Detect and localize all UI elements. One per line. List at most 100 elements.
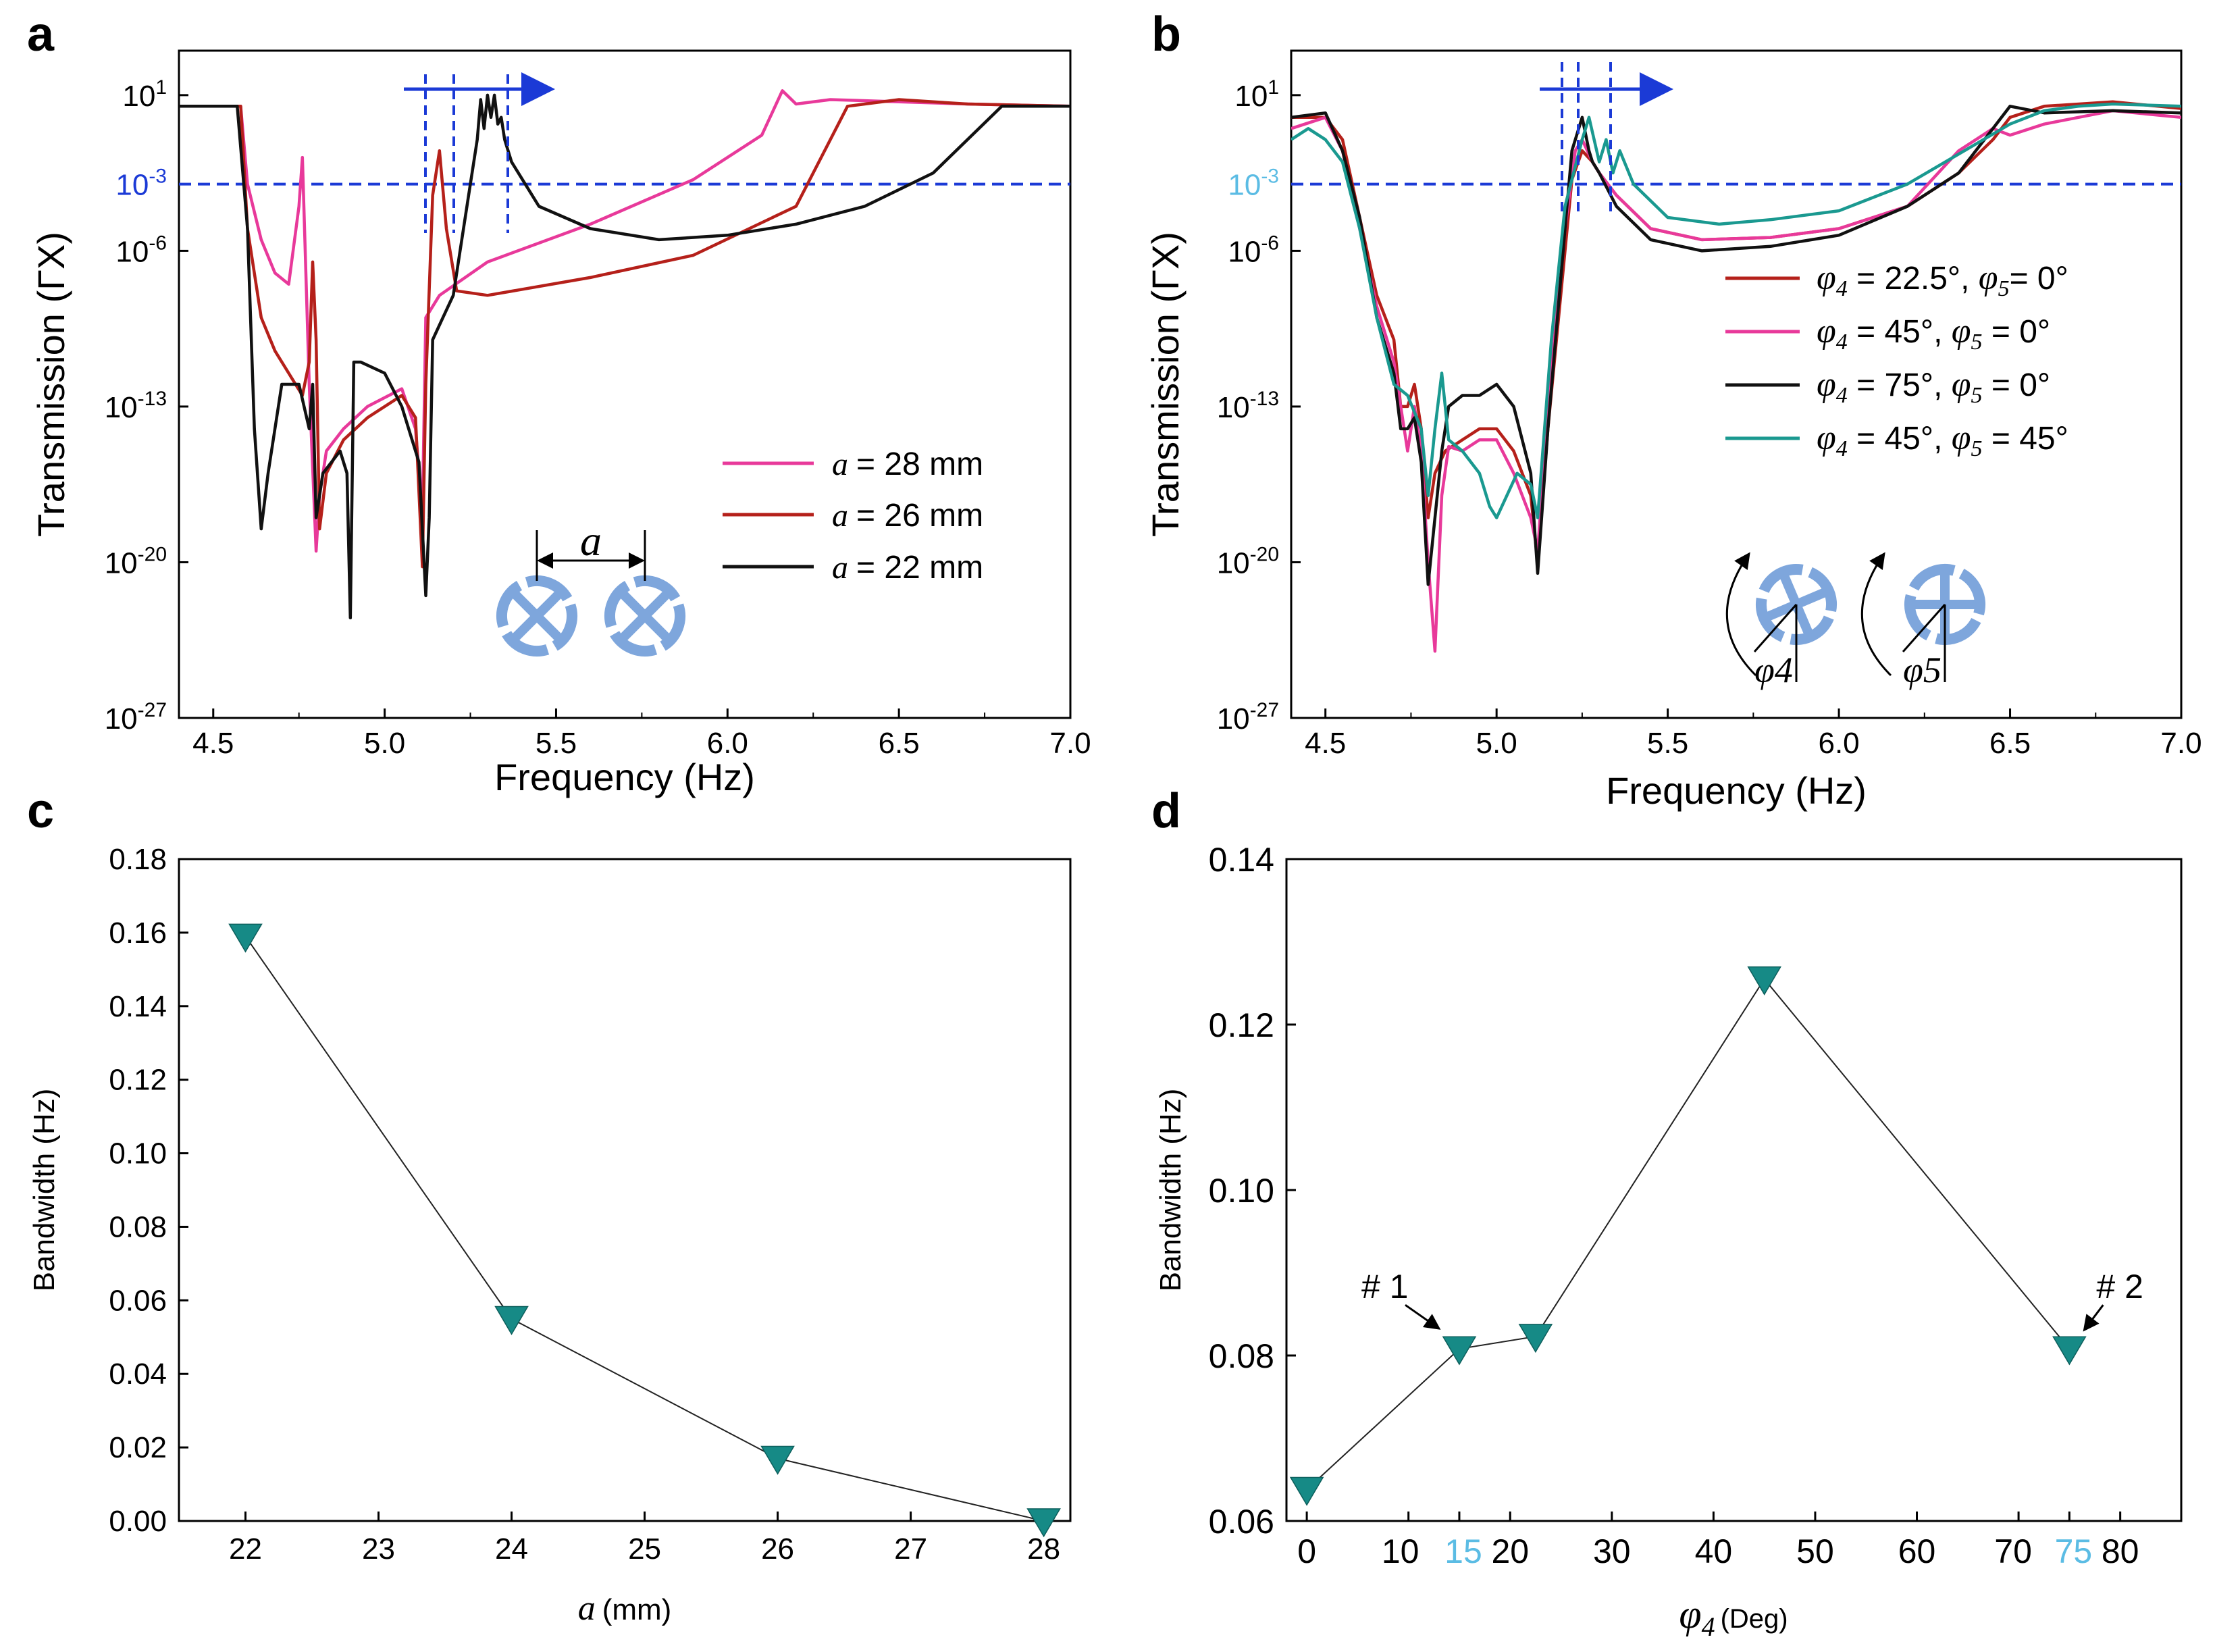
- y-tick-label: 10-20: [105, 543, 167, 579]
- x-tick-label: 15: [1444, 1532, 1482, 1570]
- resonator-icon-1: [496, 575, 577, 656]
- x-tick-label: 60: [1898, 1532, 1936, 1570]
- y-tick-label: 10-20: [1217, 543, 1279, 579]
- legend-label-4: φ4 = 45°, φ5 = 45°: [1817, 419, 2068, 461]
- plot-frame: [1285, 858, 2183, 1522]
- legend-label-26: a = 26 mm: [832, 498, 983, 534]
- y-tick-label: 10-6: [1228, 232, 1279, 268]
- data-point-2: [494, 1306, 529, 1335]
- plot-frame: [178, 858, 1072, 1522]
- x-axis-label-a: Frequency (Hz): [494, 756, 755, 798]
- x-tick-label: 0: [1297, 1532, 1316, 1570]
- phi4-angle-line: [1753, 604, 1798, 652]
- plot-frame: [1290, 49, 2183, 719]
- x-tick-label: 23: [362, 1532, 395, 1566]
- y-tick-label: 10-27: [105, 699, 167, 735]
- series-line-4: [1291, 102, 2181, 519]
- legend-b: φ4 = 22.5°, φ5= 0° φ4 = 45°, φ5 = 0° φ4 = …: [1725, 259, 2068, 461]
- band-indicator: [404, 72, 555, 233]
- x-tick-label: 20: [1491, 1532, 1529, 1570]
- x-tick-label: 28: [1027, 1532, 1060, 1566]
- y-axis-label-d: Bandwidth (Hz): [1154, 1089, 1187, 1292]
- annotation-label-1: # 1: [1361, 1268, 1409, 1306]
- x-tick-label: 75: [2055, 1532, 2093, 1570]
- x-tick-label: 27: [894, 1532, 927, 1566]
- data-point-5: [2052, 1336, 2087, 1366]
- rotation-arrow-1: [1725, 552, 1757, 677]
- tick-group: 0 10 15 20 30 40 50 60 70 75 80 0.06 0.08 0.10 0.12 0.1…: [1209, 841, 2139, 1570]
- phi4-label: φ4: [1754, 650, 1793, 690]
- phi5-angle-line: [1902, 604, 1946, 652]
- data-point-1: [1289, 1476, 1324, 1506]
- data-point-4: [1026, 1508, 1061, 1538]
- y-tick-label: 0.08: [1209, 1337, 1274, 1375]
- data-point-2: [1442, 1336, 1477, 1366]
- x-tick-label: 10: [1382, 1532, 1419, 1570]
- x-tick-label: 6.5: [879, 727, 920, 760]
- y-tick-label: 0.04: [109, 1358, 167, 1391]
- panel-label-c: c: [27, 784, 54, 838]
- tick-group: 22 23 24 25 26 27 28 0.00 0.02 0.04 0.06 0.08 0.10 0.…: [109, 843, 1060, 1566]
- x-tick-label: 5.0: [1476, 727, 1517, 760]
- x-axis-label-c: a (mm): [578, 1589, 672, 1628]
- x-axis-label-d: φ4 (Deg): [1679, 1592, 1788, 1642]
- tick-group: 10-3 4.5 5.0 5.5 6.0 6.5 7.0 101 10-6 10-13 10-20 1…: [1217, 76, 2202, 760]
- y-tick-label: 0.12: [1209, 1006, 1274, 1044]
- phi5-label: φ5: [1903, 650, 1942, 690]
- x-axis-label-b: Frequency (Hz): [1606, 769, 1867, 812]
- series-line-2: [179, 98, 1070, 569]
- data-group: # 1 # 2: [1289, 966, 2143, 1506]
- y-axis-label-b: Transmission (ΓX): [1144, 232, 1187, 537]
- x-tick-label: 30: [1593, 1532, 1631, 1570]
- y-tick-label: 0.00: [109, 1505, 167, 1538]
- legend-label-2: φ4 = 45°, φ5 = 0°: [1817, 312, 2050, 355]
- resonator-icon-2: [604, 575, 685, 656]
- annotation-arrow-2: [2083, 1304, 2104, 1332]
- legend-label-3: φ4 = 75°, φ5 = 0°: [1817, 365, 2050, 408]
- y-tick-label: 10-6: [115, 232, 167, 268]
- x-tick-label: 24: [495, 1532, 528, 1566]
- legend-label-22: a = 22 mm: [832, 550, 983, 586]
- x-tick-label: 70: [1994, 1532, 2032, 1570]
- y-tick-label: 0.16: [109, 917, 167, 950]
- tick-group: 10-3 4.5 5.0 5.5 6.0 6.5 7.0 101 10-6 10-13 10-20 1…: [105, 76, 1091, 760]
- y-tick-label: 0.08: [109, 1210, 167, 1243]
- x-tick-label: 25: [628, 1532, 661, 1566]
- y-tick-label: 101: [122, 76, 167, 113]
- series-line-3: [179, 93, 1070, 620]
- connector-line: [244, 935, 1044, 1522]
- panel-a-chart: 10-3 4.5 5.0 5.5 6.0 6.5 7.0 101 10-6 10-13 10-20 1…: [30, 49, 1091, 798]
- y-axis-label-c: Bandwidth (Hz): [28, 1089, 61, 1292]
- x-tick-label: 5.0: [364, 727, 405, 760]
- rotation-arrow-2: [1860, 552, 1892, 677]
- y-tick-label: 0.10: [1209, 1172, 1274, 1210]
- legend-label-1: φ4 = 22.5°, φ5= 0°: [1817, 259, 2068, 301]
- panel-label-d: d: [1151, 784, 1181, 838]
- annotation-label-2: # 2: [2096, 1268, 2143, 1306]
- panel-c-chart: 22 23 24 25 26 27 28 0.00 0.02 0.04 0.06 0.08 0.10 0.…: [28, 843, 1072, 1628]
- x-tick-label: 7.0: [2160, 727, 2201, 760]
- annotation-arrow-1: [1405, 1303, 1441, 1330]
- lattice-label: a: [580, 517, 602, 565]
- y-tick-label: 10-27: [1217, 699, 1279, 735]
- y-tick-label: 0.10: [109, 1137, 167, 1170]
- inset-lattice: a: [496, 517, 685, 656]
- x-tick-label: 22: [229, 1532, 262, 1566]
- x-tick-label: 5.5: [536, 727, 577, 760]
- x-tick-label: 40: [1695, 1532, 1733, 1570]
- y-tick-label: 0.06: [109, 1284, 167, 1317]
- y-axis-label-a: Transmission (ΓX): [30, 232, 72, 537]
- series-line-3: [1291, 105, 2181, 586]
- y-tick-label: 0.18: [109, 843, 167, 876]
- data-group: [228, 923, 1061, 1538]
- y-tick-label: 10-13: [1217, 388, 1279, 424]
- panel-label-b: b: [1151, 7, 1181, 61]
- series-group: [1291, 100, 2181, 653]
- connector-line: [1306, 977, 2070, 1491]
- x-tick-label: 80: [2102, 1532, 2139, 1570]
- legend-label-28: a = 28 mm: [832, 446, 983, 482]
- x-tick-label: 26: [761, 1532, 794, 1566]
- data-point-3: [1518, 1324, 1553, 1353]
- inset-rotation: φ4 φ5: [1725, 552, 1985, 690]
